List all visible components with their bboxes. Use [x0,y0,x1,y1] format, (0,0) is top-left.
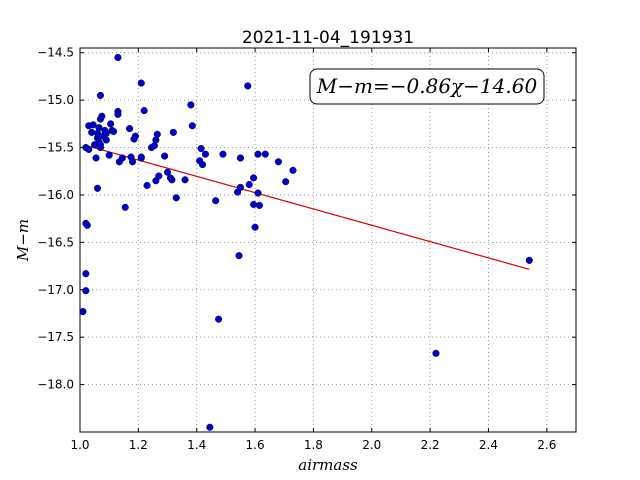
data-point [102,136,110,144]
data-point [261,150,269,158]
data-point [282,178,290,186]
y-tick-label: −17.5 [37,330,74,344]
x-tick-label: 1.8 [304,438,323,452]
data-point [245,180,253,189]
y-tick-label: −17.0 [37,283,74,297]
x-axis-label: airmass [298,456,358,474]
data-point [169,128,177,136]
data-point [197,144,205,153]
data-point [212,197,220,205]
data-point [140,107,148,115]
data-point [432,349,440,357]
fit-line [85,144,530,270]
data-point [254,189,262,197]
data-points [79,53,533,431]
y-tick-label: −15.5 [37,141,74,155]
data-point [89,121,97,129]
data-point [110,127,118,135]
y-axis-label: M−m [14,219,32,262]
fit-line-group [85,144,530,270]
axis-ticks: 1.0 1.2 1.4 1.6 1.8 2.0 2.2 2.4 2.6 −14.5 −15.0 −15… [37,46,576,452]
data-point [137,154,145,162]
y-tick-label: −14.5 [37,46,74,60]
data-point [163,168,172,176]
data-point [107,120,115,128]
data-point [92,154,100,162]
data-point [96,141,104,149]
x-tick-label: 2.4 [479,438,498,452]
data-point [102,129,110,137]
data-point [98,112,106,120]
data-point [114,110,122,118]
y-tick-label: −18.0 [37,378,74,392]
x-tick-label: 2.2 [421,438,440,452]
x-tick-label: 2.6 [537,438,556,452]
chart-title: 2021-11-04_191931 [242,28,414,48]
data-point [137,79,145,87]
data-point [255,201,263,209]
plot-frame [79,47,577,433]
data-point [143,181,151,190]
data-point [289,166,297,174]
data-point [118,154,126,162]
data-point [128,158,137,166]
x-tick-label: 2.0 [362,438,381,452]
data-point [155,172,163,180]
fit-annotation: M−m=−0.86χ−14.60 [316,74,538,98]
data-point [85,145,93,154]
x-tick-label: 1.4 [187,438,206,452]
grid-lines [79,48,576,432]
data-point [79,308,87,316]
data-point [105,151,113,159]
data-point [236,183,245,191]
data-point [82,270,90,278]
data-point [187,101,195,109]
data-point [206,423,214,431]
fit-annotation-box: M−m=−0.86χ−14.60 [309,68,545,105]
data-point [153,130,161,138]
x-tick-label: 1.6 [246,438,265,452]
data-point [250,174,258,182]
data-point [219,150,227,158]
data-point [254,150,262,158]
data-point [251,223,259,231]
data-point [96,91,104,99]
x-tick-label: 1.0 [70,438,89,452]
data-point [274,158,282,166]
data-point [236,154,245,162]
data-point [188,122,196,130]
y-tick-label: −16.5 [37,235,74,249]
data-point [161,152,169,160]
y-tick-label: −15.0 [37,93,74,107]
data-point [83,221,91,229]
data-point [131,132,139,140]
data-point [172,194,180,202]
data-point [168,176,176,184]
data-point [88,128,96,136]
data-point [95,124,103,132]
data-point [525,256,533,264]
data-point [82,287,90,295]
data-point [235,252,243,260]
data-point [121,203,129,211]
data-point [244,82,252,90]
y-tick-label: −16.0 [37,188,74,202]
x-tick-label: 1.2 [129,438,148,452]
data-point [93,184,102,192]
data-point [215,315,223,323]
data-point [201,150,210,158]
data-point [181,176,189,184]
data-point [250,200,258,208]
data-point [198,161,207,169]
data-point [114,53,122,62]
data-point [126,125,134,133]
